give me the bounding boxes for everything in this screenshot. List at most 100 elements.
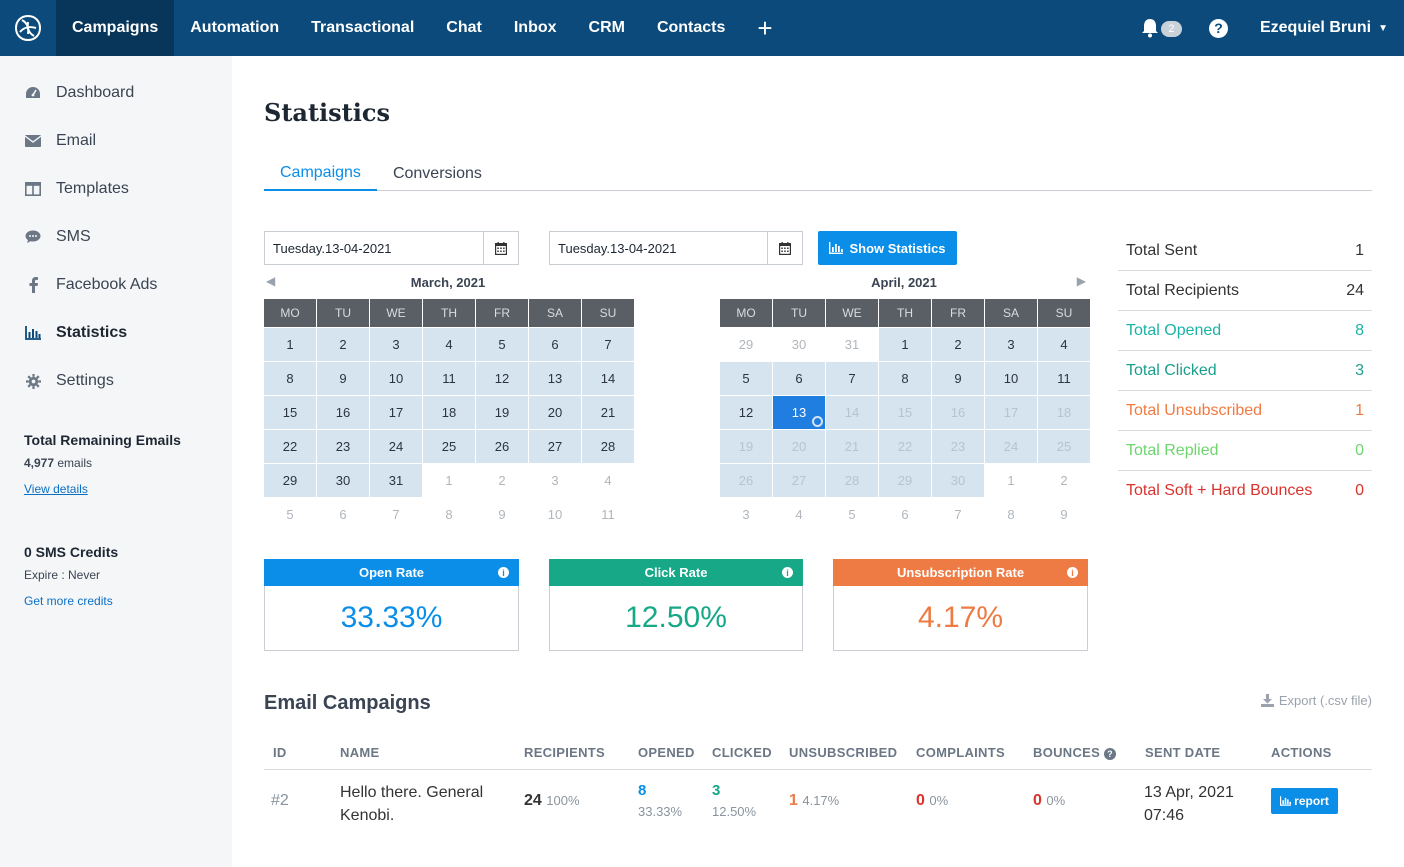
calendar-day[interactable]: 8 [879, 362, 931, 395]
calendar-day[interactable]: 19 [476, 396, 528, 429]
calendar-day[interactable]: 1 [879, 328, 931, 361]
calendar-day[interactable]: 1 [264, 328, 316, 361]
calendar-day[interactable]: 14 [826, 396, 878, 429]
calendar-day[interactable]: 4 [795, 507, 803, 522]
column-header-id[interactable]: ID [273, 745, 287, 760]
calendar-day[interactable]: 4 [604, 473, 612, 488]
sidebar-item-sms[interactable]: SMS [0, 213, 232, 261]
calendar-day[interactable]: 5 [848, 507, 856, 522]
question-icon[interactable]: ? [1104, 747, 1117, 760]
calendar-day[interactable]: 15 [264, 396, 316, 429]
calendar-day[interactable]: 11 [423, 362, 475, 395]
calendar-day[interactable]: 26 [720, 464, 772, 497]
calendar-day[interactable]: 3 [985, 328, 1037, 361]
calendar-day[interactable]: 12 [476, 362, 528, 395]
nav-crm[interactable]: CRM [588, 19, 625, 36]
calendar-icon[interactable] [767, 232, 802, 264]
calendar-day[interactable]: 29 [264, 464, 316, 497]
calendar-day[interactable]: 22 [264, 430, 316, 463]
calendar-day[interactable]: 24 [370, 430, 422, 463]
calendar-day[interactable]: 6 [773, 362, 825, 395]
calendar-day[interactable]: 3 [370, 328, 422, 361]
calendar-day[interactable]: 13 [529, 362, 581, 395]
calendar-day[interactable]: 7 [392, 507, 400, 522]
column-header-unsubscribed[interactable]: UNSUBSCRIBED [789, 745, 898, 760]
column-header-name[interactable]: NAME [340, 745, 380, 760]
info-icon[interactable]: i [782, 567, 793, 578]
calendar-day[interactable]: 21 [826, 430, 878, 463]
calendar-day[interactable]: 27 [773, 464, 825, 497]
calendar-day[interactable]: 9 [1060, 507, 1068, 522]
calendar-day[interactable]: 9 [317, 362, 369, 395]
nav-inbox[interactable]: Inbox [513, 19, 557, 36]
tab-campaigns[interactable]: Campaigns [264, 156, 377, 191]
calendar-day[interactable]: 10 [985, 362, 1037, 395]
calendar-day[interactable]: 2 [1060, 473, 1068, 488]
calendar-day[interactable]: 7 [954, 507, 962, 522]
calendar-day[interactable]: 4 [423, 328, 475, 361]
sidebar-item-templates[interactable]: Templates [0, 165, 232, 213]
calendar-day[interactable]: 2 [932, 328, 984, 361]
prev-month-icon[interactable]: ◀ [266, 274, 276, 288]
calendar-day[interactable]: 16 [317, 396, 369, 429]
calendar-day[interactable]: 28 [582, 430, 634, 463]
nav-chat[interactable]: Chat [446, 19, 482, 36]
calendar-day[interactable]: 2 [317, 328, 369, 361]
calendar-day[interactable]: 3 [742, 507, 750, 522]
calendar-day[interactable]: 3 [551, 473, 559, 488]
tab-conversions[interactable]: Conversions [392, 164, 482, 182]
calendar-day[interactable]: 8 [1007, 507, 1015, 522]
calendar-day[interactable]: 10 [370, 362, 422, 395]
calendar-day[interactable]: 28 [826, 464, 878, 497]
brand-logo-icon[interactable] [0, 0, 56, 56]
calendar-day[interactable]: 6 [529, 328, 581, 361]
calendar-day[interactable]: 18 [423, 396, 475, 429]
calendar-day[interactable]: 5 [476, 328, 528, 361]
nav-automation[interactable]: Automation [190, 19, 280, 36]
calendar-day[interactable]: 5 [286, 507, 294, 522]
calendar-day[interactable]: 21 [582, 396, 634, 429]
calendar-day[interactable]: 9 [932, 362, 984, 395]
nav-transactional[interactable]: Transactional [311, 19, 415, 36]
calendar-day[interactable]: 12 [720, 396, 772, 429]
calendar-day[interactable]: 23 [932, 430, 984, 463]
calendar-day[interactable]: 24 [985, 430, 1037, 463]
calendar-day[interactable]: 31 [370, 464, 422, 497]
calendar-icon[interactable] [483, 232, 518, 264]
calendar-day[interactable]: 2 [498, 473, 506, 488]
calendar-day[interactable]: 29 [879, 464, 931, 497]
sidebar-item-settings[interactable]: Settings [0, 357, 232, 405]
calendar-day[interactable]: 27 [529, 430, 581, 463]
sidebar-item-email[interactable]: Email [0, 117, 232, 165]
calendar-day[interactable]: 31 [844, 337, 860, 352]
info-icon[interactable]: i [1067, 567, 1078, 578]
calendar-day[interactable]: 10 [547, 507, 563, 522]
help-icon[interactable]: ? [1208, 18, 1228, 38]
calendar-day[interactable]: 11 [601, 507, 615, 522]
user-menu[interactable]: Ezequiel Bruni ▼ [1260, 19, 1388, 37]
column-header-sent-date[interactable]: SENT DATE [1145, 745, 1221, 760]
start-date-input[interactable] [265, 232, 483, 264]
end-date-input[interactable] [550, 232, 768, 264]
calendar-day[interactable]: 23 [317, 430, 369, 463]
calendar-day[interactable]: 30 [791, 337, 807, 352]
calendar-day[interactable]: 6 [901, 507, 909, 522]
calendar-day[interactable]: 18 [1038, 396, 1090, 429]
notifications-button[interactable]: 2 [1141, 13, 1182, 43]
view-details-link[interactable]: View details [24, 482, 88, 496]
sidebar-item-dashboard[interactable]: Dashboard [0, 69, 232, 117]
campaign-name[interactable]: Hello there. General Kenobi. [340, 781, 483, 827]
sidebar-item-facebook-ads[interactable]: Facebook Ads [0, 261, 232, 309]
calendar-day[interactable]: 29 [738, 337, 754, 352]
calendar-day[interactable]: 15 [879, 396, 931, 429]
calendar-day[interactable]: 25 [1038, 430, 1090, 463]
calendar-day[interactable]: 19 [720, 430, 772, 463]
show-statistics-button[interactable]: Show Statistics [818, 231, 957, 265]
calendar-day[interactable]: 1 [1007, 473, 1015, 488]
calendar-day[interactable]: 4 [1038, 328, 1090, 361]
calendar-day[interactable]: 7 [826, 362, 878, 395]
calendar-day[interactable]: 5 [720, 362, 772, 395]
nav-contacts[interactable]: Contacts [656, 19, 726, 36]
column-header-clicked[interactable]: CLICKED [712, 745, 772, 760]
calendar-day[interactable]: 25 [423, 430, 475, 463]
